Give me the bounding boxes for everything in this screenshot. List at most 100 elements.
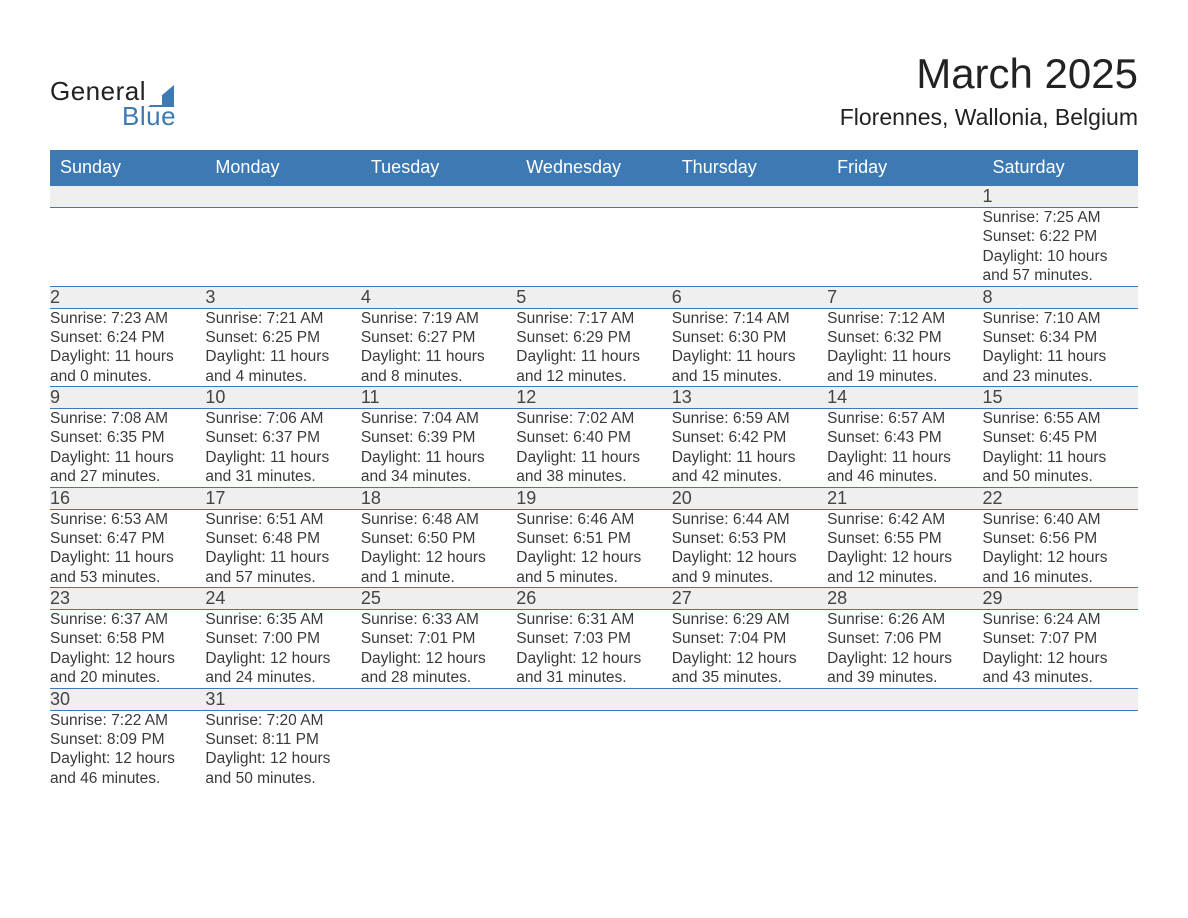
daylight-text: and 20 minutes. [50, 668, 205, 687]
day-detail-cell [50, 208, 205, 287]
sunrise-text: Sunrise: 7:20 AM [205, 711, 360, 730]
daylight-text: Daylight: 11 hours [205, 548, 360, 567]
sunrise-text: Sunrise: 6:57 AM [827, 409, 982, 428]
day-number: 20 [672, 488, 692, 508]
daylight-text: and 50 minutes. [983, 467, 1138, 486]
daylight-text: and 12 minutes. [516, 367, 671, 386]
day-header: Monday [205, 150, 360, 186]
day-number-cell: 3 [205, 286, 360, 308]
day-number-cell: 23 [50, 588, 205, 610]
day-detail-cell: Sunrise: 7:04 AMSunset: 6:39 PMDaylight:… [361, 409, 516, 488]
day-detail-cell [983, 710, 1138, 788]
day-number-cell: 12 [516, 387, 671, 409]
day-number: 3 [205, 287, 215, 307]
sunrise-text: Sunrise: 6:37 AM [50, 610, 205, 629]
sunrise-text: Sunrise: 7:14 AM [672, 309, 827, 328]
day-number-cell: 5 [516, 286, 671, 308]
day-number-cell: 26 [516, 588, 671, 610]
day-number: 16 [50, 488, 70, 508]
day-number-cell: 9 [50, 387, 205, 409]
daylight-text: Daylight: 12 hours [205, 749, 360, 768]
day-number-cell [361, 186, 516, 208]
sunrise-text: Sunrise: 7:04 AM [361, 409, 516, 428]
day-header: Thursday [672, 150, 827, 186]
daylight-text: and 35 minutes. [672, 668, 827, 687]
sunset-text: Sunset: 6:43 PM [827, 428, 982, 447]
day-number: 21 [827, 488, 847, 508]
details-row: Sunrise: 7:08 AMSunset: 6:35 PMDaylight:… [50, 409, 1138, 488]
sunset-text: Sunset: 6:40 PM [516, 428, 671, 447]
day-number-cell: 20 [672, 487, 827, 509]
details-row: Sunrise: 6:53 AMSunset: 6:47 PMDaylight:… [50, 509, 1138, 588]
day-detail-cell: Sunrise: 6:40 AMSunset: 6:56 PMDaylight:… [983, 509, 1138, 588]
day-detail-cell: Sunrise: 7:12 AMSunset: 6:32 PMDaylight:… [827, 308, 982, 387]
day-detail-cell: Sunrise: 6:57 AMSunset: 6:43 PMDaylight:… [827, 409, 982, 488]
sunset-text: Sunset: 8:11 PM [205, 730, 360, 749]
daylight-text: and 8 minutes. [361, 367, 516, 386]
day-detail-cell [827, 710, 982, 788]
day-number-cell [205, 186, 360, 208]
daylight-text: and 19 minutes. [827, 367, 982, 386]
day-number: 12 [516, 387, 536, 407]
day-detail-cell: Sunrise: 6:59 AMSunset: 6:42 PMDaylight:… [672, 409, 827, 488]
day-number-cell [672, 186, 827, 208]
sunrise-text: Sunrise: 7:23 AM [50, 309, 205, 328]
day-detail-cell: Sunrise: 6:44 AMSunset: 6:53 PMDaylight:… [672, 509, 827, 588]
sunset-text: Sunset: 6:30 PM [672, 328, 827, 347]
day-number: 14 [827, 387, 847, 407]
logo: General Blue [50, 50, 176, 132]
daylight-text: Daylight: 12 hours [516, 548, 671, 567]
daylight-text: and 4 minutes. [205, 367, 360, 386]
day-number: 17 [205, 488, 225, 508]
daylight-text: Daylight: 11 hours [50, 448, 205, 467]
sunrise-text: Sunrise: 7:21 AM [205, 309, 360, 328]
sunrise-text: Sunrise: 6:26 AM [827, 610, 982, 629]
daylight-text: and 50 minutes. [205, 769, 360, 788]
sunset-text: Sunset: 6:56 PM [983, 529, 1138, 548]
day-number-cell: 21 [827, 487, 982, 509]
day-number-cell: 22 [983, 487, 1138, 509]
sunrise-text: Sunrise: 7:08 AM [50, 409, 205, 428]
day-detail-cell: Sunrise: 7:10 AMSunset: 6:34 PMDaylight:… [983, 308, 1138, 387]
sunrise-text: Sunrise: 6:35 AM [205, 610, 360, 629]
sunset-text: Sunset: 6:27 PM [361, 328, 516, 347]
daylight-text: and 57 minutes. [983, 266, 1138, 285]
day-number-cell: 10 [205, 387, 360, 409]
sunset-text: Sunset: 6:42 PM [672, 428, 827, 447]
daylight-text: and 57 minutes. [205, 568, 360, 587]
day-number: 4 [361, 287, 371, 307]
daylight-text: and 38 minutes. [516, 467, 671, 486]
day-detail-cell: Sunrise: 7:17 AMSunset: 6:29 PMDaylight:… [516, 308, 671, 387]
daylight-text: and 9 minutes. [672, 568, 827, 587]
daylight-text: Daylight: 12 hours [983, 548, 1138, 567]
sunrise-text: Sunrise: 6:44 AM [672, 510, 827, 529]
day-detail-cell: Sunrise: 6:55 AMSunset: 6:45 PMDaylight:… [983, 409, 1138, 488]
sunrise-text: Sunrise: 6:59 AM [672, 409, 827, 428]
daylight-text: Daylight: 11 hours [827, 347, 982, 366]
day-number-cell: 6 [672, 286, 827, 308]
details-row: Sunrise: 7:25 AMSunset: 6:22 PMDaylight:… [50, 208, 1138, 287]
daylight-text: Daylight: 11 hours [205, 347, 360, 366]
daylight-text: Daylight: 10 hours [983, 247, 1138, 266]
sunrise-text: Sunrise: 6:53 AM [50, 510, 205, 529]
daylight-text: Daylight: 12 hours [983, 649, 1138, 668]
day-number-cell: 13 [672, 387, 827, 409]
day-detail-cell: Sunrise: 6:24 AMSunset: 7:07 PMDaylight:… [983, 610, 1138, 689]
daynum-row: 1 [50, 186, 1138, 208]
day-detail-cell: Sunrise: 7:22 AMSunset: 8:09 PMDaylight:… [50, 710, 205, 788]
title-block: March 2025 Florennes, Wallonia, Belgium [840, 50, 1138, 131]
day-detail-cell [516, 208, 671, 287]
sunset-text: Sunset: 6:47 PM [50, 529, 205, 548]
sunrise-text: Sunrise: 7:12 AM [827, 309, 982, 328]
sunset-text: Sunset: 6:45 PM [983, 428, 1138, 447]
day-number-cell: 31 [205, 688, 360, 710]
sunset-text: Sunset: 6:51 PM [516, 529, 671, 548]
sunrise-text: Sunrise: 7:19 AM [361, 309, 516, 328]
day-detail-cell: Sunrise: 6:35 AMSunset: 7:00 PMDaylight:… [205, 610, 360, 689]
daylight-text: and 31 minutes. [516, 668, 671, 687]
day-detail-cell: Sunrise: 6:46 AMSunset: 6:51 PMDaylight:… [516, 509, 671, 588]
sunrise-text: Sunrise: 6:46 AM [516, 510, 671, 529]
day-detail-cell: Sunrise: 7:19 AMSunset: 6:27 PMDaylight:… [361, 308, 516, 387]
daylight-text: and 5 minutes. [516, 568, 671, 587]
day-number-cell: 30 [50, 688, 205, 710]
